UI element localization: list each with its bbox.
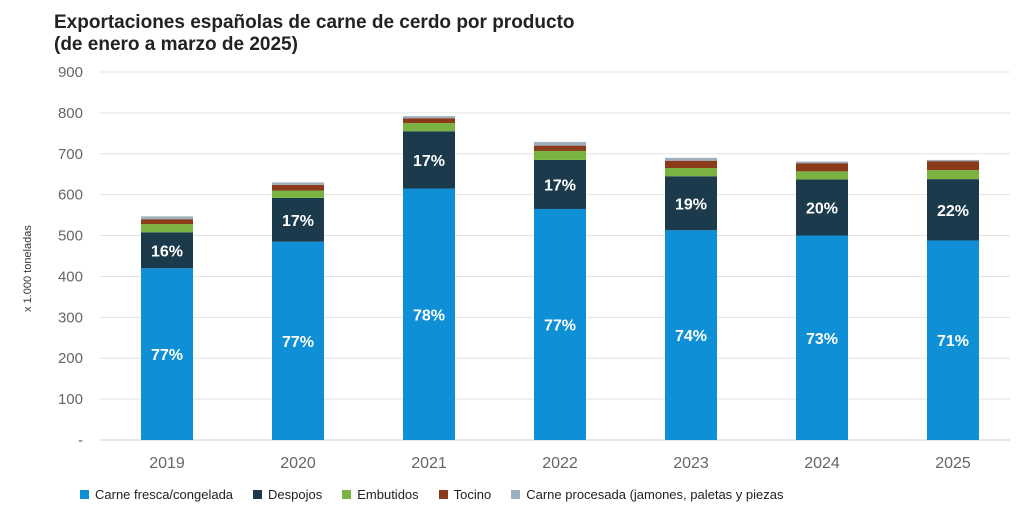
bar-segment (272, 184, 324, 191)
legend-item: Despojos (253, 487, 322, 502)
bar-segment (534, 141, 586, 146)
legend-label: Carne procesada (jamones, paletas y piez… (526, 487, 784, 502)
x-tick-label: 2020 (280, 455, 316, 472)
bar-segment (665, 230, 717, 440)
bar-segment (665, 160, 717, 169)
legend-swatch (342, 490, 352, 499)
y-tick-label: 500 (58, 228, 83, 245)
bar-segment (796, 163, 848, 172)
bar-segment (141, 232, 193, 269)
bar-segment (534, 159, 586, 209)
x-tick-label: 2022 (542, 455, 578, 472)
bar-segment (403, 118, 455, 124)
bar-segment (796, 161, 848, 164)
bar-segment (272, 197, 324, 242)
y-tick-label: 900 (58, 64, 83, 81)
data-label: 73% (806, 331, 838, 348)
bar-segment (272, 190, 324, 198)
y-tick-label: - (78, 432, 83, 449)
bar-segment (403, 116, 455, 119)
x-tick-label: 2019 (149, 455, 185, 472)
data-label: 71% (937, 333, 969, 350)
y-tick-label: 200 (58, 350, 83, 367)
x-tick-label: 2025 (935, 455, 971, 472)
y-tick-label: 800 (58, 105, 83, 122)
x-tick-label: 2024 (804, 455, 840, 472)
bar-segment (796, 179, 848, 236)
data-label: 20% (806, 201, 838, 218)
bar-segment (272, 182, 324, 185)
bar-segment (403, 188, 455, 440)
bar-segment (796, 171, 848, 180)
bar-segment (665, 168, 717, 177)
bar-segment (927, 170, 979, 180)
legend-item: Carne fresca/congelada (80, 487, 233, 502)
y-tick-label: 600 (58, 187, 83, 204)
y-tick-label: 100 (58, 391, 83, 408)
data-label: 78% (413, 307, 445, 324)
bar-segment (141, 268, 193, 440)
bar-segment (141, 224, 193, 233)
y-tick-label: 300 (58, 309, 83, 326)
bar-segment (534, 150, 586, 160)
y-tick-label: 400 (58, 268, 83, 285)
legend-item: Tocino (438, 487, 492, 502)
bar-segment (927, 240, 979, 440)
bar-segment (927, 159, 979, 162)
bar-segment (796, 235, 848, 440)
legend-item: Carne procesada (jamones, paletas y piez… (511, 487, 784, 502)
bar-segment (665, 157, 717, 161)
x-tick-label: 2023 (673, 455, 709, 472)
data-label: 17% (413, 153, 445, 170)
bar-segment (534, 208, 586, 440)
stacked-bar-chart: - 100 200 300 400 500 600 700 800 900 77% 16% 2019 77… (58, 64, 1010, 472)
chart-subtitle: (de enero a marzo de 2025) (54, 34, 298, 55)
bar-segment (403, 123, 455, 132)
data-label: 74% (675, 328, 707, 345)
legend-label: Embutidos (357, 487, 419, 502)
legend-label: Carne fresca/congelada (95, 487, 234, 502)
legend-label: Despojos (268, 487, 323, 502)
bar-segment (272, 241, 324, 440)
data-label: 17% (282, 213, 314, 230)
bar-segment (403, 131, 455, 189)
data-label: 77% (282, 334, 314, 351)
legend: Carne fresca/congelada Despojos Embutidos T… (80, 487, 804, 502)
x-tick-label: 2021 (411, 455, 447, 472)
legend-swatch (438, 490, 448, 499)
data-label: 77% (544, 317, 576, 334)
data-label: 17% (544, 177, 576, 194)
legend-swatch (80, 490, 89, 499)
legend-swatch (511, 490, 521, 499)
bar-segment (927, 161, 979, 171)
data-label: 16% (151, 243, 183, 260)
data-label: 19% (675, 196, 707, 213)
y-tick-label: 700 (58, 146, 83, 163)
bar-segment (141, 216, 193, 220)
legend-label: Tocino (453, 487, 492, 502)
data-label: 77% (151, 347, 183, 364)
legend-swatch (253, 490, 263, 499)
bar-segment (141, 219, 193, 225)
legend-item: Embutidos (342, 487, 419, 502)
bar-segment (665, 176, 717, 231)
chart-title-line: Exportaciones españolas de carne de cerd… (54, 12, 575, 33)
data-label: 22% (937, 203, 969, 220)
chart-title: Exportaciones españolas de carne de cerd… (54, 12, 575, 56)
bar-segment (927, 179, 979, 241)
bar-segment (534, 145, 586, 151)
